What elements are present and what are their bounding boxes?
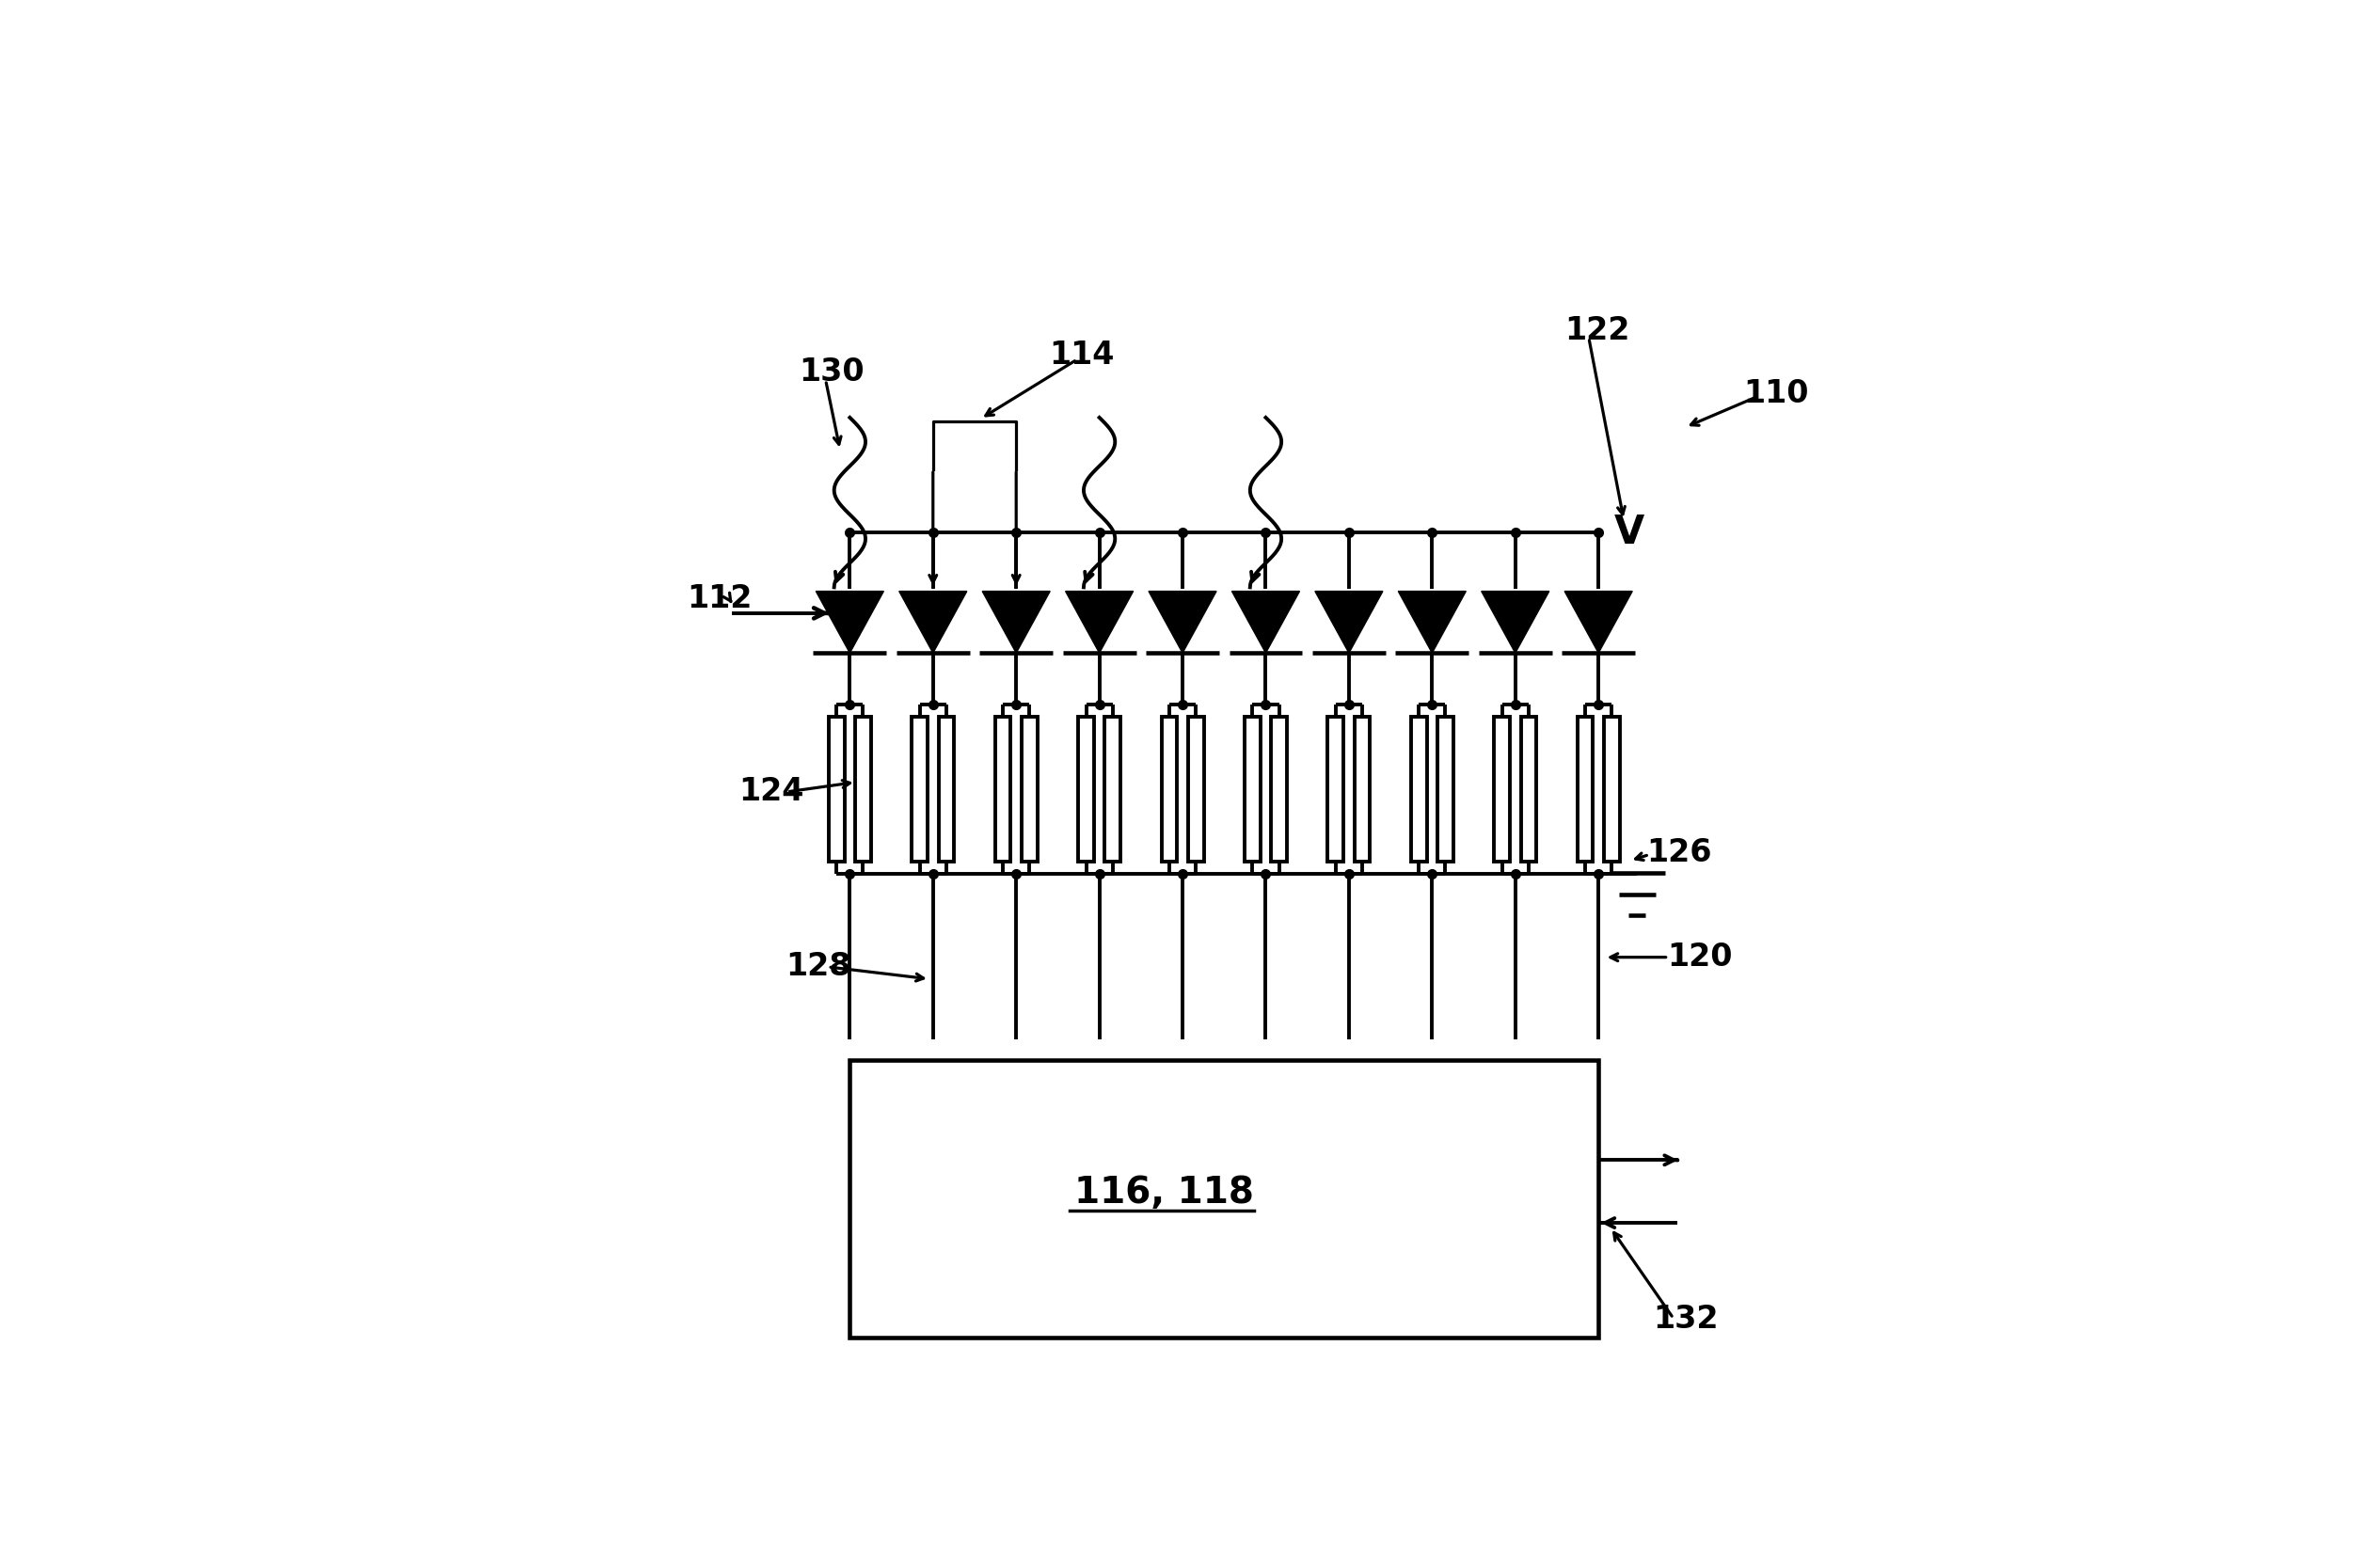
Text: 122: 122 — [1566, 315, 1629, 347]
Bar — [1412, 717, 1426, 862]
Text: 126: 126 — [1646, 837, 1712, 867]
Bar — [1244, 717, 1261, 862]
Bar — [849, 1060, 1599, 1338]
Text: V: V — [1615, 513, 1644, 552]
Bar — [1078, 717, 1095, 862]
Text: 112: 112 — [686, 583, 752, 615]
Bar — [1438, 717, 1452, 862]
Polygon shape — [1232, 591, 1301, 652]
Text: 116, 118: 116, 118 — [1074, 1174, 1253, 1210]
Bar — [828, 717, 844, 862]
Bar — [1577, 717, 1594, 862]
Text: 132: 132 — [1653, 1305, 1719, 1334]
Polygon shape — [1566, 591, 1632, 652]
Bar — [1022, 717, 1038, 862]
Bar — [1161, 717, 1178, 862]
Polygon shape — [1398, 591, 1466, 652]
Bar — [1104, 717, 1121, 862]
Bar — [1327, 717, 1343, 862]
Polygon shape — [1315, 591, 1384, 652]
Polygon shape — [1480, 591, 1549, 652]
Text: 128: 128 — [785, 952, 851, 983]
Bar — [939, 717, 953, 862]
Polygon shape — [981, 591, 1050, 652]
Text: 120: 120 — [1667, 942, 1734, 972]
Bar — [1270, 717, 1287, 862]
Bar — [1355, 717, 1369, 862]
Text: 130: 130 — [799, 356, 866, 387]
Bar — [996, 717, 1010, 862]
Bar — [913, 717, 927, 862]
Bar — [1603, 717, 1620, 862]
Polygon shape — [1067, 591, 1133, 652]
Bar — [856, 717, 870, 862]
Polygon shape — [1149, 591, 1216, 652]
Polygon shape — [899, 591, 967, 652]
Bar — [1521, 717, 1537, 862]
Text: 124: 124 — [738, 776, 804, 808]
Bar — [1187, 717, 1204, 862]
Text: 110: 110 — [1743, 378, 1809, 409]
Polygon shape — [816, 591, 885, 652]
Text: 114: 114 — [1050, 339, 1114, 370]
Bar — [1495, 717, 1509, 862]
